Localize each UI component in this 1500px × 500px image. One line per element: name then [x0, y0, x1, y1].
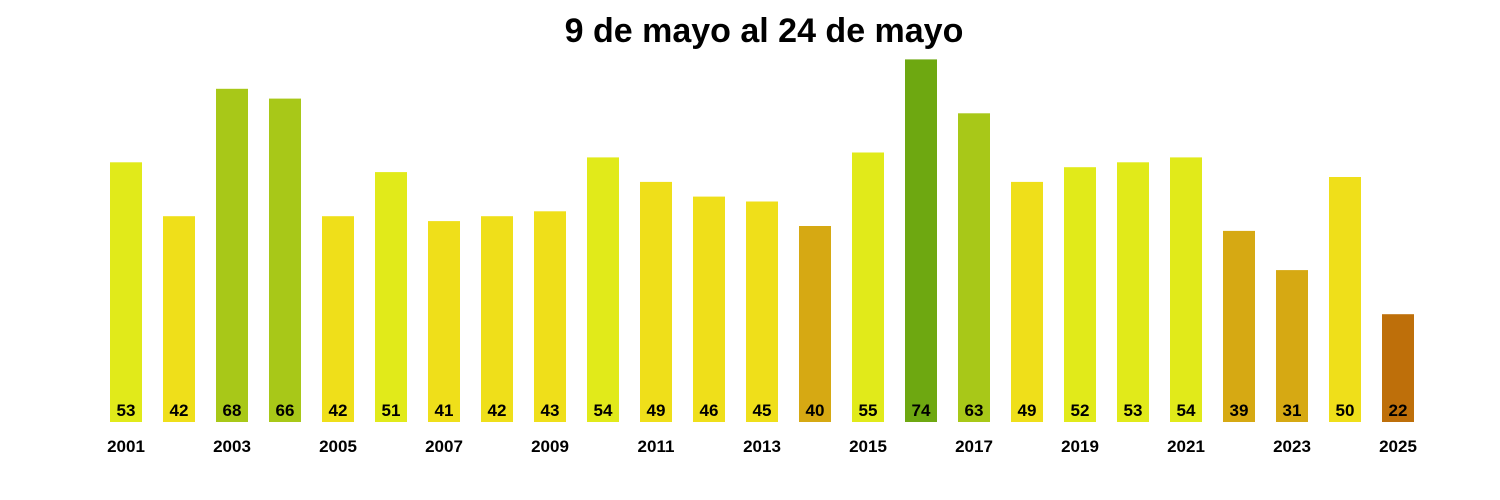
bar-2007 [428, 221, 460, 422]
bar-2006 [375, 172, 407, 422]
bar-2008 [481, 216, 513, 422]
x-tick-2001: 2001 [107, 437, 145, 456]
chart-title: 9 de mayo al 24 de mayo [564, 12, 964, 50]
value-label-2017: 63 [965, 401, 984, 420]
value-label-2015: 55 [859, 401, 878, 420]
bar-2012 [693, 196, 725, 422]
bar-2013 [746, 201, 778, 422]
value-label-2025: 22 [1389, 401, 1408, 420]
x-tick-2005: 2005 [319, 437, 357, 456]
value-label-2021: 54 [1177, 401, 1196, 420]
bar-2001 [110, 162, 142, 423]
x-tick-2003: 2003 [213, 437, 251, 456]
bar-2017 [958, 113, 990, 423]
bar-2024 [1329, 177, 1361, 422]
x-tick-2011: 2011 [638, 437, 675, 456]
value-label-2020: 53 [1124, 401, 1143, 420]
x-tick-2025: 2025 [1379, 437, 1417, 456]
value-label-2005: 42 [329, 401, 348, 420]
x-tick-2023: 2023 [1273, 437, 1311, 456]
x-tick-2007: 2007 [425, 437, 463, 456]
bar-2002 [163, 216, 195, 422]
value-label-2007: 41 [435, 401, 454, 420]
value-label-2008: 42 [488, 401, 507, 420]
x-axis-tick-labels: 2001 2003 2005 2007 2009 2011 2013 2015 2017 2019… [107, 437, 1417, 456]
bar-2009 [534, 211, 566, 422]
value-label-2013: 45 [753, 401, 772, 420]
bar-2003 [216, 88, 248, 423]
bar-2020 [1117, 162, 1149, 423]
value-label-2019: 52 [1071, 401, 1090, 420]
value-label-2006: 51 [382, 401, 401, 420]
bar-2010 [587, 157, 619, 422]
x-tick-2017: 2017 [955, 437, 993, 456]
x-tick-2015: 2015 [849, 437, 887, 456]
x-tick-2009: 2009 [531, 437, 569, 456]
value-label-2011: 49 [647, 401, 666, 420]
value-label-2024: 50 [1336, 401, 1355, 420]
bar-2025 [1382, 314, 1414, 422]
x-tick-2013: 2013 [743, 437, 781, 456]
bar-2023 [1276, 270, 1308, 422]
bar-2016 [905, 59, 937, 423]
value-label-2016: 74 [912, 401, 931, 420]
value-label-2010: 54 [594, 401, 613, 420]
bar-2022 [1223, 230, 1255, 422]
value-label-2003: 68 [223, 401, 242, 420]
value-label-2009: 43 [541, 401, 560, 420]
x-tick-2019: 2019 [1061, 437, 1099, 456]
bar-2015 [852, 152, 884, 422]
bar-2014 [799, 226, 831, 422]
value-label-2004: 66 [276, 401, 295, 420]
bar-2019 [1064, 167, 1096, 422]
value-label-2014: 40 [806, 401, 825, 420]
bar-2021 [1170, 157, 1202, 422]
bar-2018 [1011, 181, 1043, 422]
bar-2011 [640, 181, 672, 422]
x-tick-2021: 2021 [1167, 437, 1205, 456]
value-label-2023: 31 [1283, 401, 1302, 420]
value-label-2002: 42 [170, 401, 189, 420]
value-labels-group: 53 42 68 66 42 51 41 42 43 54 49 46 45 40 55 74 63 49 52 53… [117, 401, 1408, 420]
bar-2004 [269, 98, 301, 422]
bar-2005 [322, 216, 354, 422]
bars-group [110, 59, 1414, 423]
value-label-2001: 53 [117, 401, 136, 420]
value-label-2022: 39 [1230, 401, 1249, 420]
value-label-2018: 49 [1018, 401, 1037, 420]
value-label-2012: 46 [700, 401, 719, 420]
